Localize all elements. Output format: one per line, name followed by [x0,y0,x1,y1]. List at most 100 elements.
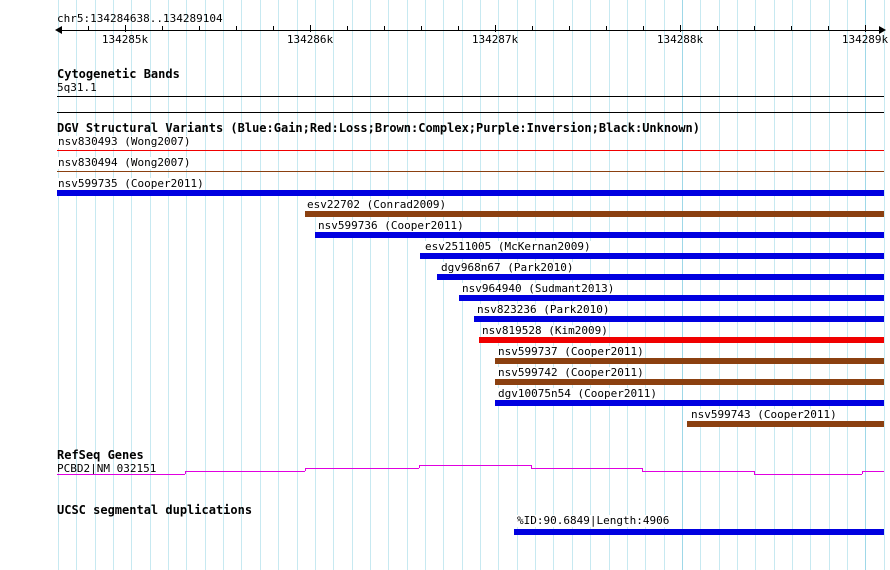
cytoband-divider [57,96,884,97]
gridline [186,0,187,570]
gridline [810,0,811,570]
dgv-variant-bar[interactable] [420,253,884,259]
dgv-variant-bar[interactable] [474,316,884,322]
gene-segment[interactable] [754,474,862,475]
gene-segment[interactable] [185,471,305,472]
dgv-track-label: nsv964940 (Sudmant2013) [461,282,616,295]
dgv-track-label: nsv599743 (Cooper2011) [690,408,838,421]
gridline [168,0,169,570]
gene-segment[interactable] [642,471,754,472]
ruler-tick [791,26,792,31]
gridline [884,0,885,570]
cytoband-divider-lower [57,112,884,113]
gridline [260,0,261,570]
dgv-variant-bar[interactable] [495,358,884,364]
gridline [352,0,353,570]
dgv-variant-bar[interactable] [315,232,884,238]
gridline [755,0,756,570]
dgv-variant-bar[interactable] [305,211,884,217]
gridline [627,0,628,570]
gene-riser [185,471,186,474]
dgv-variant-bar[interactable] [495,400,884,406]
gridline [333,0,334,570]
ruler-tick [680,25,681,32]
gridline [737,0,738,570]
ruler-right-arrow-icon [879,26,886,34]
ruler-tick [717,26,718,31]
dgv-variant-bar[interactable] [479,337,884,343]
ruler-tick [569,26,570,31]
dgv-variant-bar[interactable] [495,379,884,385]
refseq-section-title: RefSeq Genes [57,448,144,462]
gridline [297,0,298,570]
segdup-feature-label: %ID:90.6849|Length:4906 [516,514,671,527]
dgv-track-label: nsv823236 (Park2010) [476,303,611,316]
cytoband-section-title: Cytogenetic Bands [57,67,180,81]
dgv-track-label: nsv830493 (Wong2007) [57,135,192,148]
ruler-tick-label: 134289k [841,33,889,46]
ruler-tick [347,26,348,31]
gene-segment[interactable] [862,471,884,472]
gene-riser [754,471,755,474]
refseq-gene-label: PCBD2|NM_032151 [57,462,157,475]
gene-riser [531,465,532,468]
gene-segment[interactable] [57,474,185,475]
gridline [150,0,151,570]
ruler-tick [495,25,496,32]
coordinate-label: chr5:134284638..134289104 [57,12,223,25]
gridline [315,0,316,570]
gridline [388,0,389,570]
dgv-track-label: nsv599737 (Cooper2011) [497,345,645,358]
segdup-feature-bar[interactable] [514,529,884,535]
ruler-tick [532,26,533,31]
ruler-tick [310,25,311,32]
dgv-variant-bar[interactable] [437,274,884,280]
dgv-variant-bar[interactable] [57,150,884,151]
gridline [847,0,848,570]
gene-riser [862,471,863,474]
gridline [278,0,279,570]
dgv-track-label: esv2511005 (McKernan2009) [424,240,592,253]
dgv-variant-bar[interactable] [57,190,884,196]
ruler-axis [58,30,884,31]
dgv-track-label: nsv599736 (Cooper2011) [317,219,465,232]
dgv-variant-bar[interactable] [459,295,884,301]
dgv-variant-bar[interactable] [57,171,884,172]
gridline [774,0,775,570]
gridline [792,0,793,570]
ruler-tick [828,26,829,31]
gridline [682,0,683,570]
dgv-track-label: nsv819528 (Kim2009) [481,324,609,337]
ruler-tick-label: 134286k [286,33,334,46]
gene-segment[interactable] [305,468,419,469]
dgv-track-label: dgv968n67 (Park2010) [440,261,575,274]
gridline [443,0,444,570]
gridline [205,0,206,570]
ruler-tick [384,26,385,31]
ruler-tick [865,25,866,32]
dgv-track-label: nsv599742 (Cooper2011) [497,366,645,379]
gridline [407,0,408,570]
gene-riser [305,468,306,471]
dgv-variant-bar[interactable] [687,421,884,427]
gridline [241,0,242,570]
ruler-tick [643,26,644,31]
ruler-tick-label: 134288k [656,33,704,46]
gridline [664,0,665,570]
ruler-tick [88,26,89,31]
ruler-tick [199,26,200,31]
ruler-tick [458,26,459,31]
ruler-tick [125,25,126,32]
gene-segment[interactable] [531,468,642,469]
gene-segment[interactable] [419,465,531,466]
gridline [829,0,830,570]
gridline [865,0,866,570]
ruler-tick [236,26,237,31]
gridline [370,0,371,570]
dgv-track-label: dgv10075n54 (Cooper2011) [497,387,658,400]
gene-riser [642,468,643,471]
gridline [113,0,114,570]
dgv-track-label: nsv599735 (Cooper2011) [57,177,205,190]
ruler-tick [162,26,163,31]
